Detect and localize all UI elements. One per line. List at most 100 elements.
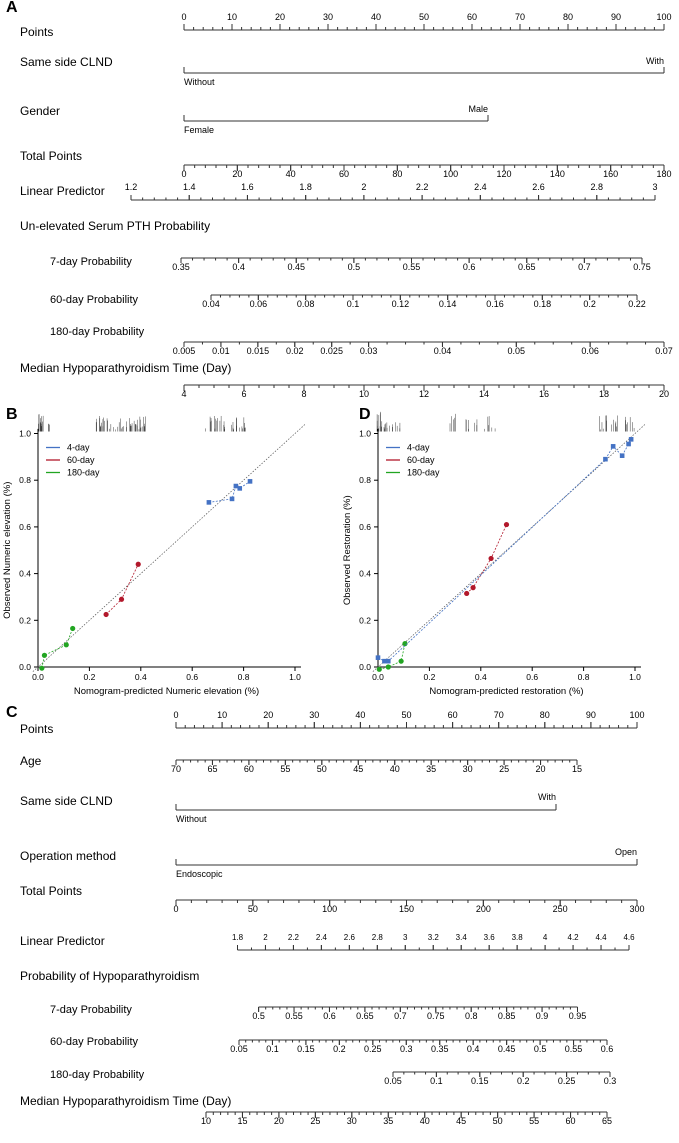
svg-text:90: 90 <box>586 710 596 720</box>
svg-text:0.0: 0.0 <box>32 672 44 682</box>
svg-text:40: 40 <box>371 12 381 22</box>
svg-text:0.0: 0.0 <box>19 662 31 672</box>
svg-text:Without: Without <box>176 814 207 824</box>
svg-text:0.45: 0.45 <box>498 1044 516 1054</box>
svg-text:45: 45 <box>353 764 363 774</box>
svg-text:0.14: 0.14 <box>439 299 457 309</box>
svg-text:60: 60 <box>566 1116 576 1126</box>
svg-text:4.2: 4.2 <box>568 933 580 942</box>
svg-text:100: 100 <box>443 169 458 179</box>
svg-text:0.45: 0.45 <box>287 262 305 272</box>
svg-text:30: 30 <box>323 12 333 22</box>
svg-text:60: 60 <box>448 710 458 720</box>
svg-text:Observed Restoration (%): Observed Restoration (%) <box>342 495 353 605</box>
svg-text:With: With <box>538 792 556 802</box>
svg-text:0.05: 0.05 <box>508 346 526 356</box>
svg-text:0.05: 0.05 <box>230 1044 248 1054</box>
svg-text:0.4: 0.4 <box>467 1044 480 1054</box>
svg-text:Nomogram-predicted restoration: Nomogram-predicted restoration (%) <box>429 686 583 697</box>
svg-text:0.01: 0.01 <box>212 346 230 356</box>
svg-text:Endoscopic: Endoscopic <box>176 869 223 879</box>
svg-text:0.9: 0.9 <box>536 1011 549 1021</box>
svg-text:0.07: 0.07 <box>655 346 673 356</box>
svg-text:Observed Numeric elevation (%): Observed Numeric elevation (%) <box>2 482 13 619</box>
svg-text:18: 18 <box>599 389 609 399</box>
svg-text:25: 25 <box>310 1116 320 1126</box>
svg-text:Linear Predictor: Linear Predictor <box>20 184 105 198</box>
svg-text:Points: Points <box>20 722 53 736</box>
svg-text:30: 30 <box>463 764 473 774</box>
svg-text:50: 50 <box>493 1116 503 1126</box>
svg-text:50: 50 <box>401 710 411 720</box>
svg-text:250: 250 <box>553 904 568 914</box>
svg-text:50: 50 <box>419 12 429 22</box>
svg-text:0.0: 0.0 <box>372 672 384 682</box>
svg-text:4: 4 <box>181 389 186 399</box>
svg-text:Open: Open <box>615 847 637 857</box>
svg-text:35: 35 <box>426 764 436 774</box>
svg-text:0.6: 0.6 <box>601 1044 614 1054</box>
svg-text:1.0: 1.0 <box>629 672 641 682</box>
svg-text:0.0: 0.0 <box>359 662 371 672</box>
svg-text:0.22: 0.22 <box>628 299 646 309</box>
svg-text:0.5: 0.5 <box>252 1011 265 1021</box>
svg-text:0.35: 0.35 <box>172 262 190 272</box>
svg-text:3.8: 3.8 <box>512 933 524 942</box>
svg-text:1.0: 1.0 <box>359 429 371 439</box>
svg-text:0.2: 0.2 <box>517 1076 530 1086</box>
svg-text:0.6: 0.6 <box>186 672 198 682</box>
svg-text:45: 45 <box>456 1116 466 1126</box>
svg-text:1.0: 1.0 <box>19 429 31 439</box>
svg-text:0.18: 0.18 <box>534 299 552 309</box>
svg-text:0.4: 0.4 <box>135 672 147 682</box>
svg-text:Probability of Hypoparathyroid: Probability of Hypoparathyroidism <box>20 969 199 983</box>
svg-text:2.8: 2.8 <box>372 933 384 942</box>
svg-text:1.2: 1.2 <box>125 182 138 192</box>
svg-text:0.8: 0.8 <box>359 475 371 485</box>
svg-text:180-day: 180-day <box>67 468 100 478</box>
svg-text:2: 2 <box>361 182 366 192</box>
svg-text:0.75: 0.75 <box>633 262 651 272</box>
svg-text:180: 180 <box>656 169 671 179</box>
svg-text:10: 10 <box>359 389 369 399</box>
svg-text:0.6: 0.6 <box>19 522 31 532</box>
svg-text:140: 140 <box>550 169 565 179</box>
svg-text:Points: Points <box>20 25 53 39</box>
svg-text:70: 70 <box>515 12 525 22</box>
svg-text:0.95: 0.95 <box>569 1011 587 1021</box>
svg-text:10: 10 <box>217 710 227 720</box>
svg-text:0.15: 0.15 <box>297 1044 315 1054</box>
svg-text:Same side CLND: Same side CLND <box>20 794 113 808</box>
svg-text:90: 90 <box>611 12 621 22</box>
svg-text:0.5: 0.5 <box>534 1044 547 1054</box>
svg-text:0.4: 0.4 <box>359 569 371 579</box>
svg-text:4: 4 <box>543 933 548 942</box>
svg-text:35: 35 <box>383 1116 393 1126</box>
svg-text:3: 3 <box>403 933 408 942</box>
svg-text:60-day: 60-day <box>407 455 435 465</box>
svg-text:Female: Female <box>184 125 214 135</box>
svg-text:0.6: 0.6 <box>359 522 371 532</box>
svg-text:Un-elevated Serum PTH Probabil: Un-elevated Serum PTH Probability <box>20 219 210 233</box>
svg-text:300: 300 <box>629 904 644 914</box>
svg-text:0.12: 0.12 <box>392 299 410 309</box>
svg-text:0.2: 0.2 <box>19 615 31 625</box>
svg-text:80: 80 <box>540 710 550 720</box>
svg-text:2.8: 2.8 <box>591 182 604 192</box>
svg-text:25: 25 <box>499 764 509 774</box>
svg-text:0.06: 0.06 <box>250 299 268 309</box>
svg-text:55: 55 <box>529 1116 539 1126</box>
svg-text:Gender: Gender <box>20 104 60 118</box>
svg-text:0.4: 0.4 <box>475 672 487 682</box>
svg-text:0.8: 0.8 <box>19 475 31 485</box>
svg-text:Linear Predictor: Linear Predictor <box>20 934 105 948</box>
svg-text:0.1: 0.1 <box>266 1044 279 1054</box>
svg-text:0.25: 0.25 <box>364 1044 382 1054</box>
svg-text:0.2: 0.2 <box>583 299 596 309</box>
svg-text:3.4: 3.4 <box>456 933 468 942</box>
svg-text:60: 60 <box>467 12 477 22</box>
svg-text:0.6: 0.6 <box>463 262 476 272</box>
svg-text:0.85: 0.85 <box>498 1011 516 1021</box>
svg-text:Without: Without <box>184 77 215 87</box>
svg-text:0.65: 0.65 <box>518 262 536 272</box>
